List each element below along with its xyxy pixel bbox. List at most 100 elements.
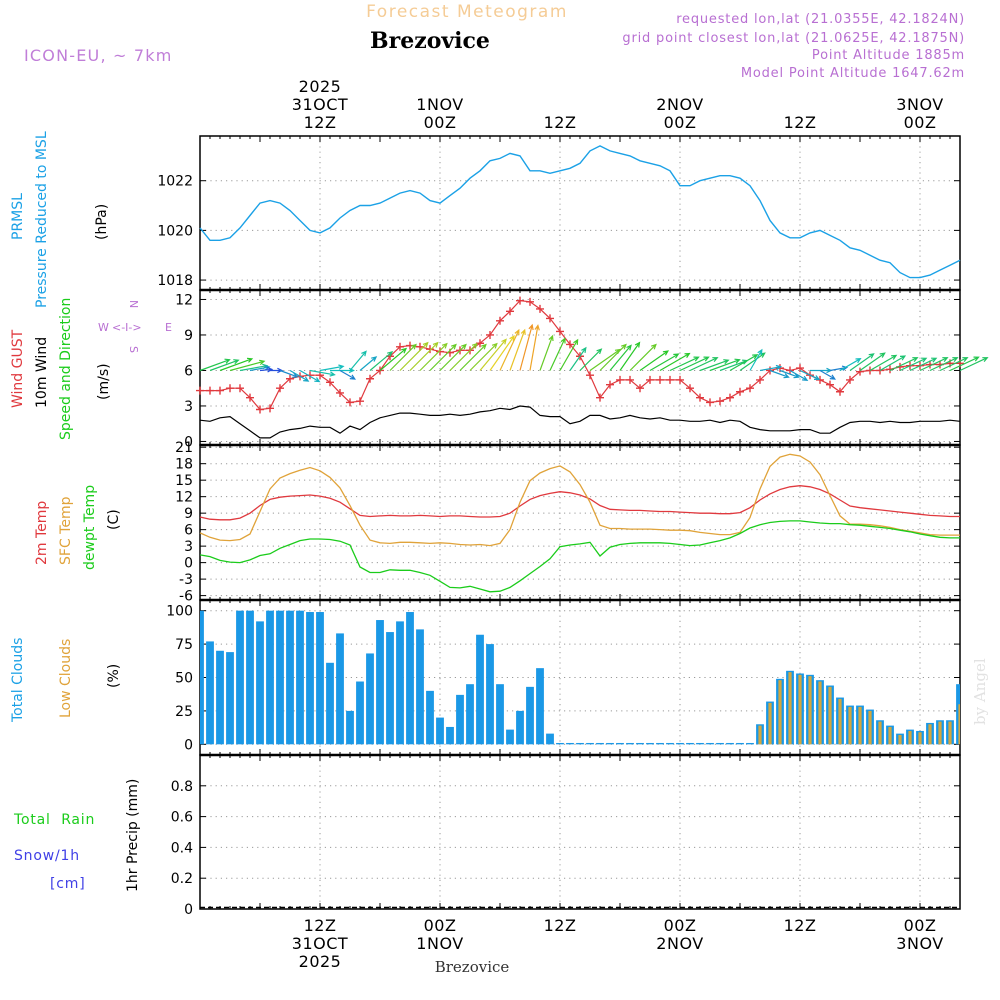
wind-direction-arrow [929,357,959,372]
wind-direction-arrow [769,369,790,379]
wind-labels: Wind GUST 10m Wind Speed and Direction (… [10,298,172,440]
total-clouds-label: Total Clouds [10,638,26,723]
low-clouds-label: Low Clouds [58,639,74,718]
total-cloud-bar [416,629,424,745]
wind-gust-marker [286,374,294,383]
point-altitude: Point Altitude 1885m [812,48,965,63]
wind-gust-marker [426,345,434,354]
wind-gust-marker [416,342,424,351]
model-altitude: Model Point Altitude 1647.62m [741,66,965,81]
wind-direction-arrow [339,369,357,380]
wind-direction-arrow [749,348,763,371]
total-cloud-bar [306,612,314,745]
time-label: 31OCT [292,95,348,114]
wind-gust-marker [656,375,664,384]
wind-gust-marker [666,375,674,384]
total-cloud-bar [696,742,704,745]
wind-direction-arrow [959,357,989,372]
model-label: ICON-EU, ~ 7km [24,46,173,65]
wind-direction-arrow [559,338,579,371]
wind-gust-marker [336,388,344,397]
wind-10m-label: 10m Wind [34,337,50,408]
wind-direction-arrow [349,350,367,371]
wind-direction-arrow [359,356,378,371]
location-title: Brezovice [370,28,490,54]
total-cloud-bar [596,742,604,745]
wind-direction-arrow [579,348,603,371]
cloud-unit: (%) [106,664,122,688]
total-cloud-bar [226,652,234,745]
total-cloud-bar [536,668,544,745]
wind-direction-arrow [439,343,467,371]
wind-direction-arrow [849,353,875,371]
low-cloud-bar [858,706,862,745]
ytick-label: 9 [184,328,193,344]
total-cloud-bar [346,710,354,745]
wind-direction-arrow [759,364,783,372]
wind-direction-arrow [569,346,587,371]
total-cloud-bar [646,742,654,745]
wind-gust-marker [226,384,234,393]
wind-direction-arrow [639,350,670,371]
wind-gust-marker [536,304,544,313]
t2m-line [199,485,960,521]
wind-direction-arrow [919,357,949,372]
ytick-label: 0.6 [171,810,193,826]
total-cloud-bar [426,690,434,745]
wind-gust-marker [326,378,334,387]
compass-center: <-I-> [112,321,142,334]
total-cloud-bar [386,632,394,745]
wind-direction-arrow [499,328,520,371]
low-cloud-bar [758,725,762,745]
low-cloud-bar [898,734,902,745]
ytick-label: 15 [175,473,193,489]
ytick-label: 0 [184,556,193,572]
pressure-unit: (hPa) [94,204,110,240]
total-cloud-bar [706,742,714,745]
wind-direction-arrow [249,365,271,372]
wind-gust-marker [506,307,514,316]
low-cloud-bar [888,726,892,745]
wind-gust-marker [566,340,574,349]
wind-gust-marker [636,384,644,393]
precip-labels: Total Rain Snow/1h [cm] 1hr Precip (mm) [13,779,141,892]
total-cloud-bar [246,610,254,745]
wind-gust-marker [516,296,524,305]
compass-west: W [98,321,109,334]
low-cloud-bar [818,681,822,745]
watermark: by Angel [971,658,989,725]
wind-direction-arrow [799,369,821,380]
ytick-label: 0 [184,902,193,918]
wind-direction-arrow [589,348,622,371]
wind-direction-arrow [419,342,448,371]
total-cloud-bar [296,610,304,745]
time-label: 12Z [544,916,577,935]
total-cloud-bar [586,742,594,745]
wind-direction-arrow [939,357,969,372]
wind-gust-label: Wind GUST [10,329,26,408]
wind-gust-marker [596,393,604,402]
wind-direction-arrow [899,357,928,372]
time-label: 1NOV [416,934,463,953]
ytick-label: 18 [175,457,193,473]
wind-direction-arrow [599,343,627,371]
total-cloud-bar [476,634,484,745]
wind-direction-arrow [459,343,487,371]
total-cloud-bar [576,742,584,745]
ytick-label: 12 [175,490,193,506]
wind-direction-arrow [259,367,274,373]
wind-direction-arrow [449,342,478,371]
wind-direction-arrow [289,369,310,382]
ytick-label: 0 [184,737,193,753]
total-cloud-bar [236,610,244,745]
time-label: 12Z [784,113,817,132]
wind-gust-marker [276,384,284,393]
wind-direction-arrow [729,354,759,372]
wind-direction-arrow [309,369,336,377]
ytick-label: 12 [175,292,193,308]
wind-gust-marker [206,386,214,395]
wind-direction-arrow [679,356,710,372]
low-cloud-bar [838,698,842,745]
wind-gust-marker [266,404,274,413]
